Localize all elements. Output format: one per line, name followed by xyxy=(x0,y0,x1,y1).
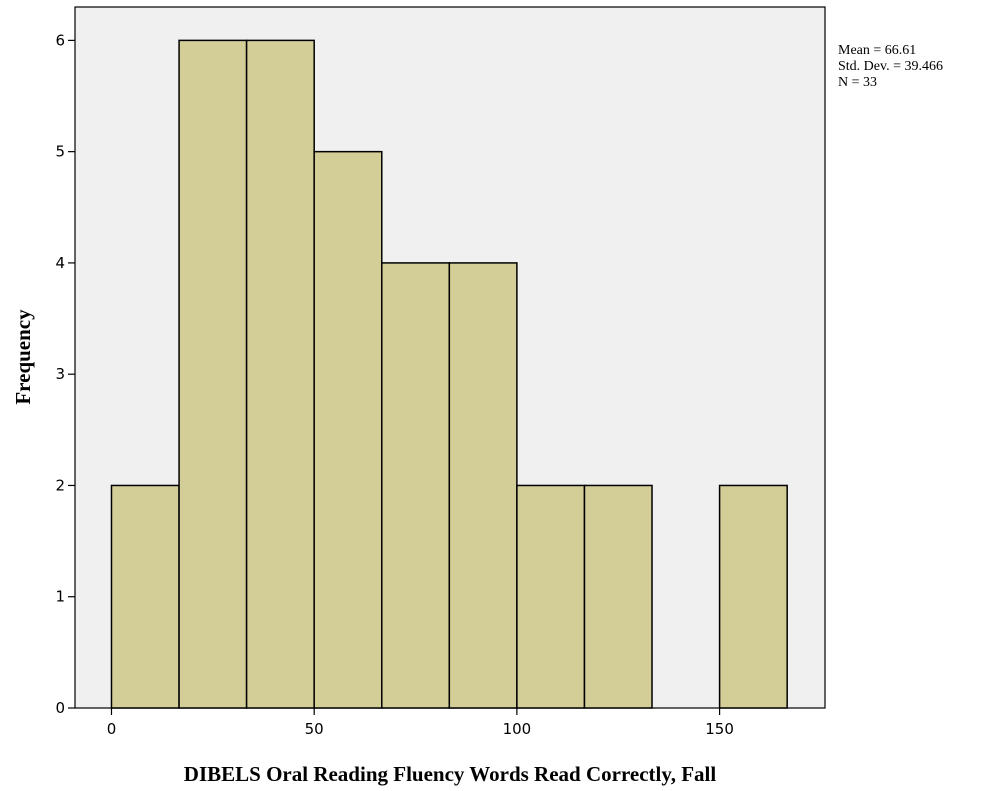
histogram-bar-7 xyxy=(583,484,653,709)
y-tick-label: 1 xyxy=(55,588,65,606)
stats-std-dev: Std. Dev. = 39.466 xyxy=(838,59,943,74)
histogram-bar-2 xyxy=(245,39,315,709)
y-tick-label: 3 xyxy=(55,365,65,383)
stats-n: N = 33 xyxy=(838,75,877,90)
y-tick-label: 2 xyxy=(55,476,65,494)
y-tick-label: 6 xyxy=(55,31,65,49)
histogram-bar-1 xyxy=(178,39,248,709)
histogram-bar-9 xyxy=(718,484,788,709)
y-tick-label: 5 xyxy=(55,143,65,161)
x-tick-label: 100 xyxy=(503,720,532,738)
histogram-bar-6 xyxy=(516,484,586,709)
histogram-bar-4 xyxy=(381,262,451,709)
y-tick-label: 0 xyxy=(55,699,65,717)
histogram-bar-3 xyxy=(313,150,383,709)
y-axis-title: Frequency xyxy=(11,309,35,405)
stats-box: Mean = 66.61 Std. Dev. = 39.466 N = 33 xyxy=(838,43,943,90)
x-tick-label: 50 xyxy=(305,720,324,738)
x-tick-label: 150 xyxy=(705,720,734,738)
histogram-bar-5 xyxy=(448,262,518,709)
histogram-bar-0 xyxy=(110,484,180,709)
x-axis-title: DIBELS Oral Reading Fluency Words Read C… xyxy=(184,762,717,786)
axis-ticks: 0 1 2 3 4 5 6 0 50 100 150 xyxy=(55,31,733,738)
stats-mean: Mean = 66.61 xyxy=(838,43,916,58)
y-tick-label: 4 xyxy=(55,254,65,272)
x-tick-label: 0 xyxy=(107,720,117,738)
bars xyxy=(110,39,788,709)
